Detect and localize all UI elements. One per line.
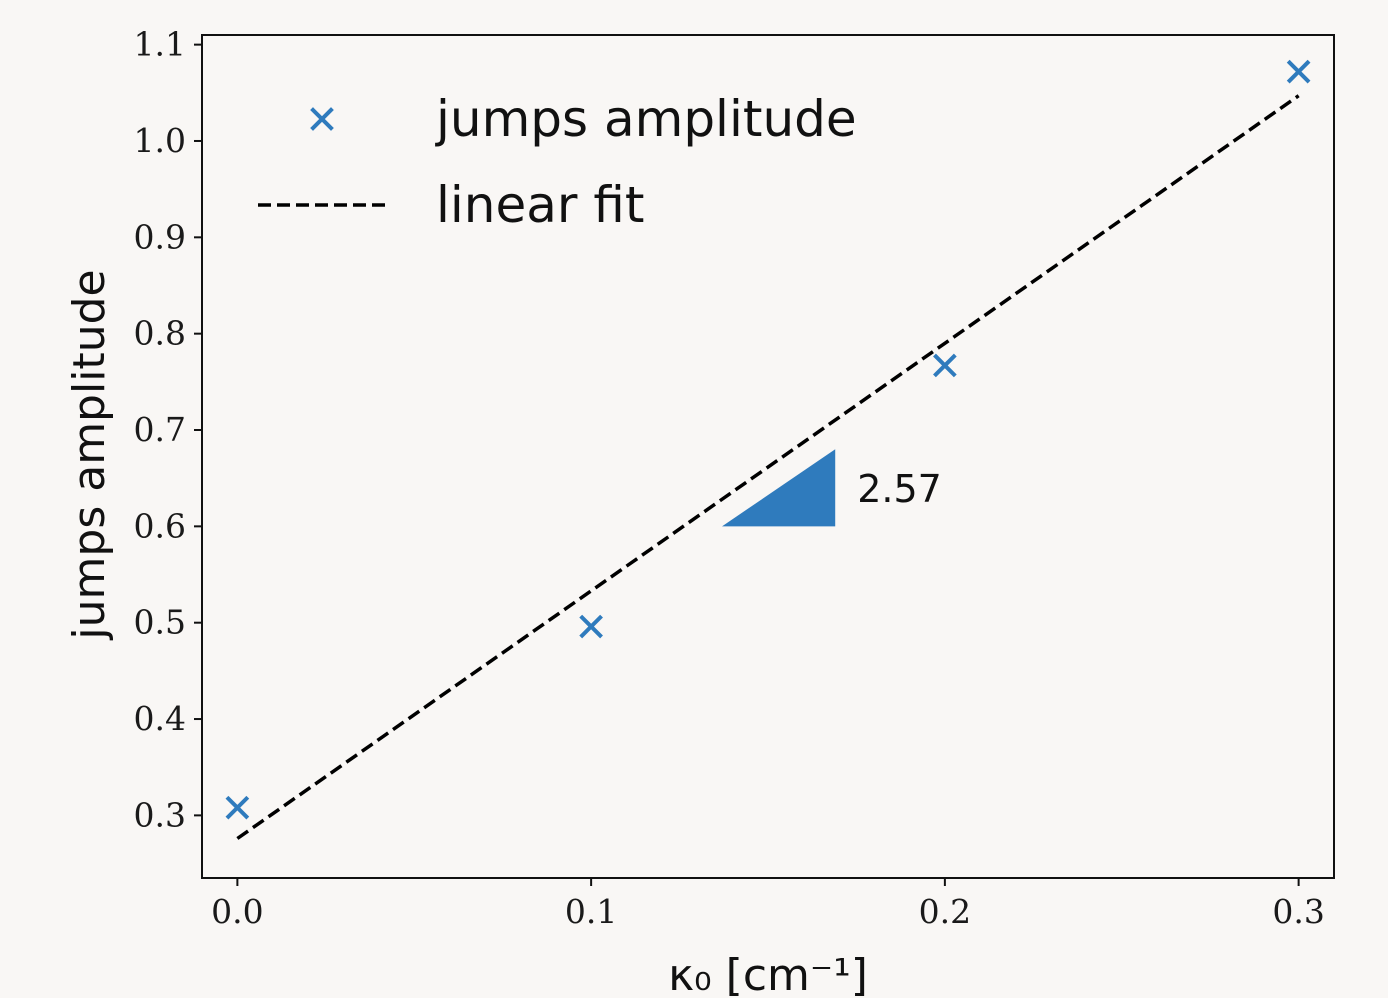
marker-stroke bbox=[310, 107, 334, 131]
y-tick-label: 0.7 bbox=[134, 410, 186, 449]
y-tick-label: 0.8 bbox=[134, 314, 186, 353]
axis-ticks: 0.0 0.1 0.2 0.3 0.3 0.4 0.5 0.6 0.7 0.8 0.9 1.0 1.1 bbox=[134, 25, 1325, 931]
y-tick-label: 1.0 bbox=[134, 121, 186, 160]
y-tick-label: 0.9 bbox=[134, 217, 186, 256]
slope-label: 2.57 bbox=[857, 467, 942, 511]
legend-label: linear fit bbox=[436, 176, 644, 234]
x-tick-label: 0.2 bbox=[919, 892, 971, 931]
y-axis-label: jumps amplitude bbox=[64, 269, 115, 640]
x-tick-label: 0.3 bbox=[1272, 892, 1324, 931]
x-tick-label: 0.1 bbox=[565, 892, 617, 931]
slope-triangle bbox=[722, 449, 836, 527]
legend-marker bbox=[310, 107, 334, 131]
data-point bbox=[1286, 59, 1311, 84]
marker-stroke bbox=[933, 353, 957, 378]
data-point bbox=[933, 353, 957, 378]
marker-stroke bbox=[225, 795, 250, 820]
y-tick-label: 1.1 bbox=[134, 25, 186, 64]
x-axis-label: κ₀ [cm⁻¹] bbox=[668, 950, 868, 998]
x-tick-label: 0.0 bbox=[211, 892, 263, 931]
legend: jumps amplitude linear fit bbox=[258, 90, 857, 234]
axes-frame bbox=[201, 34, 1335, 879]
y-tick-label: 0.3 bbox=[134, 795, 186, 834]
y-tick-label: 0.4 bbox=[134, 699, 186, 738]
y-tick-label: 0.5 bbox=[134, 603, 186, 642]
plot-area bbox=[201, 34, 1335, 879]
marker-stroke bbox=[579, 614, 603, 639]
data-point bbox=[579, 614, 603, 639]
y-tick-label: 0.6 bbox=[134, 506, 186, 545]
fit-line bbox=[236, 94, 1300, 840]
legend-label: jumps amplitude bbox=[435, 90, 857, 148]
marker-stroke bbox=[1286, 59, 1311, 84]
data-point bbox=[225, 795, 250, 820]
chart-marks: 2.57 bbox=[225, 59, 1311, 840]
